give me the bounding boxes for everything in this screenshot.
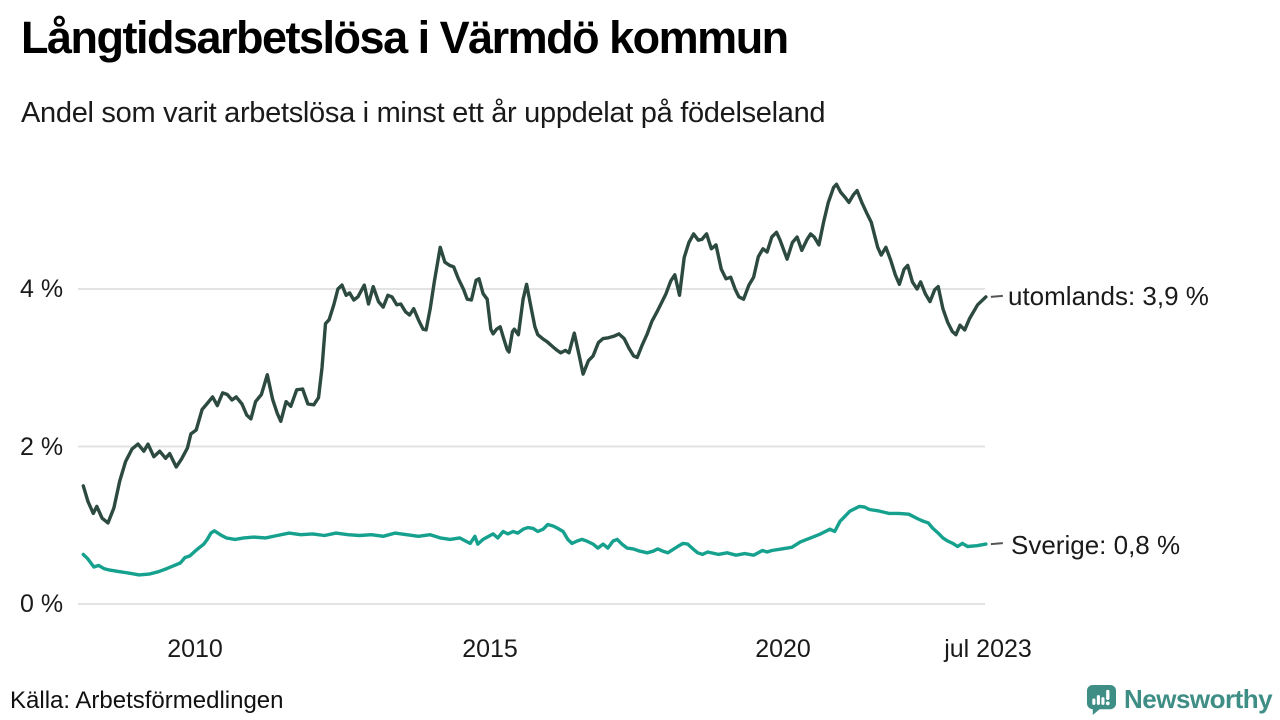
series-end-label-utomlands: utomlands: 3,9 % <box>1008 281 1209 311</box>
bar-chart-speech-bubble-icon <box>1086 684 1117 715</box>
newsworthy-wordmark: Newsworthy <box>1124 684 1273 714</box>
y-axis-tick-4: 4 % <box>20 275 64 303</box>
x-axis-tick-2020: 2020 <box>755 635 811 663</box>
y-axis-tick-0: 0 % <box>20 590 64 618</box>
chart-title: Långtidsarbetslösa i Värmdö kommun <box>21 12 789 63</box>
y-axis-tick-2: 2 % <box>20 433 64 461</box>
sverige-line <box>81 504 988 577</box>
newsworthy-logo[interactable]: Newsworthy <box>1086 684 1273 715</box>
chart-subtitle: Andel som varit arbetslösa i minst ett å… <box>21 97 826 129</box>
utomlands-line <box>81 182 988 525</box>
source-credit: Källa: Arbetsförmedlingen <box>10 687 284 714</box>
x-axis-tick-2015: 2015 <box>462 635 518 663</box>
x-axis-tick-2010: 2010 <box>167 635 223 663</box>
x-axis-tick-jul-2023: jul 2023 <box>944 635 1032 663</box>
series-end-label-sverige: Sverige: 0,8 % <box>1011 530 1181 560</box>
sverige-label-dash <box>990 542 1003 546</box>
utomlands-label-dash <box>990 294 1003 298</box>
